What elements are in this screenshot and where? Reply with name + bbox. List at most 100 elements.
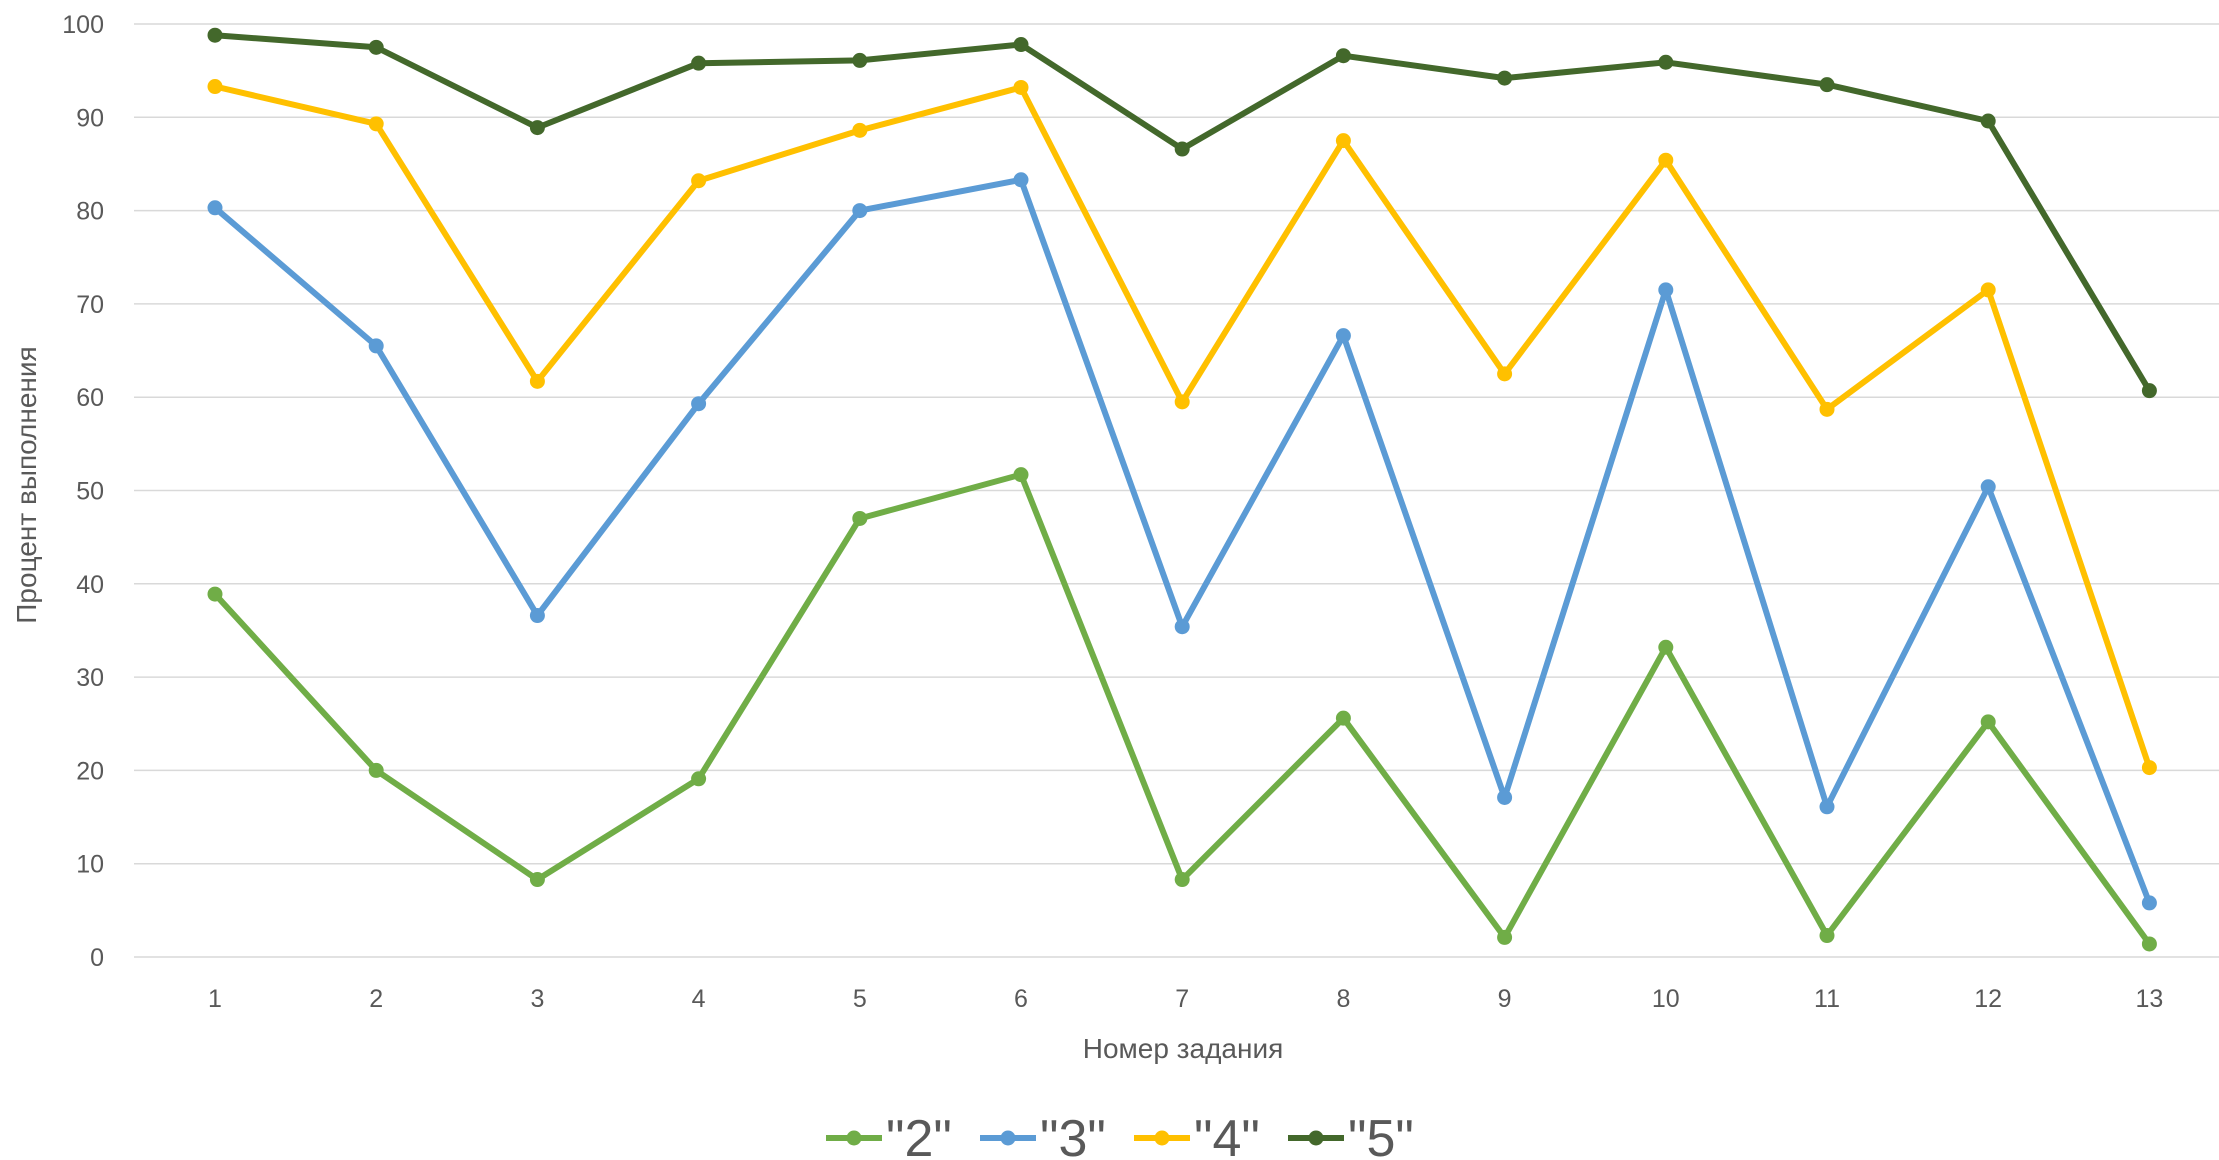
data-point: [368, 39, 384, 55]
x-tick-label: 2: [369, 985, 383, 1013]
data-point: [1174, 141, 1190, 157]
legend-item: "5": [1288, 1110, 1414, 1160]
legend-swatch-marker: [1154, 1130, 1170, 1146]
x-tick-label: 5: [853, 985, 867, 1013]
legend-swatch-marker: [1000, 1130, 1016, 1146]
data-point: [529, 608, 545, 624]
data-point: [2141, 760, 2157, 776]
x-tick-label: 10: [1652, 985, 1680, 1013]
y-tick-label: 0: [90, 944, 104, 972]
x-tick-label: 12: [1974, 985, 2002, 1013]
data-point: [852, 203, 868, 219]
x-tick-label: 11: [1814, 985, 1840, 1013]
data-point: [207, 79, 223, 95]
data-point: [1658, 54, 1674, 70]
data-point: [1013, 79, 1029, 95]
data-point: [529, 373, 545, 389]
gridlines: [134, 23, 2219, 958]
y-tick-label: 100: [62, 11, 104, 39]
series-line: [212, 32, 2153, 394]
data-point: [691, 173, 707, 189]
x-tick-label: 1: [208, 985, 222, 1013]
data-point: [1819, 928, 1835, 944]
data-point: [1980, 282, 1996, 298]
legend-item: "2": [826, 1110, 952, 1160]
y-tick-label: 60: [76, 384, 104, 412]
data-point: [2141, 936, 2157, 952]
x-tick-label: 13: [2135, 985, 2163, 1013]
data-point: [1013, 467, 1029, 483]
data-point: [529, 872, 545, 888]
data-point: [368, 338, 384, 354]
x-tick-label: 8: [1336, 985, 1350, 1013]
data-point: [207, 27, 223, 43]
data-point: [1819, 799, 1835, 815]
y-tick-label: 30: [76, 664, 104, 692]
data-point: [1497, 929, 1513, 945]
data-point: [368, 762, 384, 778]
data-point: [1658, 639, 1674, 655]
x-tick-label: 6: [1014, 985, 1028, 1013]
data-point: [1174, 619, 1190, 635]
data-point: [852, 510, 868, 526]
data-point: [1335, 48, 1351, 64]
data-point: [1980, 113, 1996, 129]
y-tick-label: 40: [76, 571, 104, 599]
series-group: [207, 27, 2157, 952]
y-tick-label: 10: [76, 851, 104, 879]
legend-label: "3": [1040, 1110, 1106, 1160]
y-tick-label: 80: [76, 198, 104, 226]
x-axis-title: Номер задания: [1083, 1033, 1284, 1064]
data-point: [1497, 789, 1513, 805]
legend: "2" "3" "4" "5": [826, 1110, 1414, 1160]
x-axis-ticks: 1 2 3 4 5 6 7 8 9 10 11 12 13: [208, 985, 2163, 1013]
series-1: [207, 467, 2157, 952]
series-line: [212, 176, 2153, 906]
series-4: [207, 27, 2157, 399]
data-point: [1335, 328, 1351, 344]
data-point: [852, 52, 868, 68]
legend-item: "4": [1134, 1110, 1260, 1160]
y-tick-label: 50: [76, 478, 104, 506]
data-point: [1497, 70, 1513, 86]
legend-item: "3": [980, 1110, 1106, 1160]
data-point: [2141, 895, 2157, 911]
legend-label: "4": [1194, 1110, 1260, 1160]
legend-label: "2": [886, 1110, 952, 1160]
data-point: [1980, 479, 1996, 495]
data-point: [852, 122, 868, 138]
series-2: [207, 172, 2157, 911]
series-3: [207, 79, 2157, 776]
x-tick-label: 4: [692, 985, 706, 1013]
y-tick-label: 70: [76, 291, 104, 319]
data-point: [1174, 872, 1190, 888]
series-line: [212, 83, 2153, 771]
y-axis-title: Процент выполнения: [11, 346, 42, 623]
data-point: [1497, 366, 1513, 382]
y-tick-label: 20: [76, 757, 104, 785]
data-point: [1658, 152, 1674, 168]
legend-swatch-marker: [846, 1130, 862, 1146]
x-tick-label: 9: [1498, 985, 1512, 1013]
data-point: [691, 771, 707, 787]
data-point: [1013, 37, 1029, 53]
data-point: [1335, 133, 1351, 149]
data-point: [1819, 401, 1835, 417]
data-point: [529, 120, 545, 136]
data-point: [207, 200, 223, 216]
x-tick-label: 7: [1175, 985, 1189, 1013]
data-point: [368, 116, 384, 132]
x-tick-label: 3: [530, 985, 544, 1013]
data-point: [1174, 394, 1190, 410]
data-point: [207, 586, 223, 602]
data-point: [2141, 383, 2157, 399]
data-point: [1335, 710, 1351, 726]
data-point: [1980, 714, 1996, 730]
data-point: [691, 396, 707, 412]
legend-label: "5": [1348, 1110, 1414, 1160]
data-point: [1819, 77, 1835, 93]
y-tick-label: 90: [76, 104, 104, 132]
data-point: [691, 55, 707, 71]
data-point: [1658, 282, 1674, 298]
